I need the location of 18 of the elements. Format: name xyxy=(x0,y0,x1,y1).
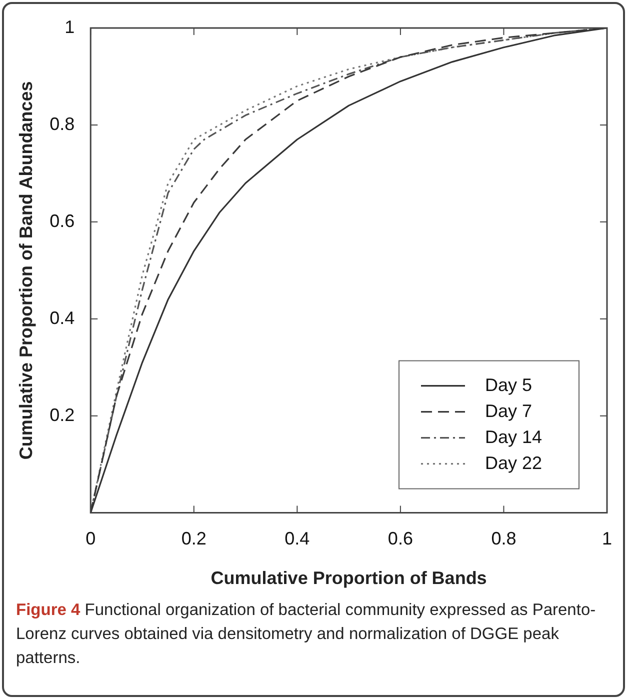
x-tick-label: 0.2 xyxy=(181,528,206,549)
x-tick-label: 0.6 xyxy=(388,528,413,549)
x-tick-label: 0 xyxy=(86,528,96,549)
y-tick-label: 0.8 xyxy=(50,114,75,134)
x-tick-label: 0.4 xyxy=(284,528,310,549)
y-axis-title: Cumulative Proportion of Band Abundances xyxy=(16,81,36,460)
legend-label: Day 14 xyxy=(485,426,542,447)
legend-label: Day 22 xyxy=(485,452,542,473)
text: Figure 4 Functional organization of bacterial community expressed as Parento-Lorenz curves obtained via densitometry and normalization of DGGE peak patterns. xyxy=(16,601,596,667)
x-axis-title: Cumulative Proportion of Bands xyxy=(210,568,487,588)
y-tick-label: 1 xyxy=(64,16,75,37)
y-tick-label: 0.2 xyxy=(50,404,75,425)
x-tick-label: 0.8 xyxy=(491,528,516,549)
y-tick-label: 0.6 xyxy=(50,210,75,231)
x-tick-label: 1 xyxy=(602,528,612,549)
y-tick-label: 0.4 xyxy=(50,308,75,328)
legend-label: Day 7 xyxy=(485,400,532,421)
legend-label: Day 5 xyxy=(485,374,532,395)
